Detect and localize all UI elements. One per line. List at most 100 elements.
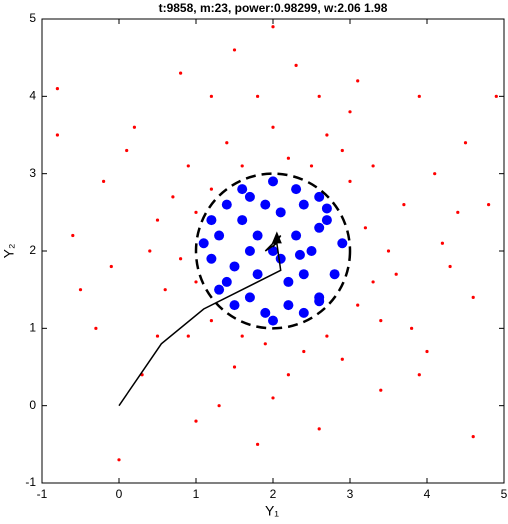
plot-area bbox=[55, 25, 498, 462]
scatter-point bbox=[371, 280, 375, 284]
scatter-point bbox=[206, 215, 217, 226]
scatter-point bbox=[348, 179, 352, 183]
scatter-point bbox=[394, 272, 398, 276]
scatter-point bbox=[194, 419, 198, 423]
scatter-point bbox=[298, 269, 309, 280]
scatter-point bbox=[337, 238, 348, 249]
scatter-point bbox=[433, 172, 437, 176]
scatter-point bbox=[240, 334, 244, 338]
scatter-point bbox=[275, 253, 286, 264]
scatter-point bbox=[306, 246, 317, 256]
scatter-point bbox=[256, 94, 260, 98]
scatter-point bbox=[237, 215, 248, 226]
scatter-point bbox=[340, 148, 344, 153]
scatter-point bbox=[179, 71, 183, 75]
scatter-point bbox=[275, 207, 286, 218]
scatter-point bbox=[417, 94, 421, 98]
scatter-point bbox=[171, 195, 175, 199]
x-tick-label: 4 bbox=[424, 487, 431, 501]
scatter-point bbox=[252, 269, 263, 280]
scatter-point bbox=[194, 280, 198, 284]
scatter-point bbox=[317, 427, 321, 431]
scatter-point bbox=[379, 388, 383, 392]
scatter-point bbox=[214, 230, 225, 241]
scatter-point bbox=[179, 257, 183, 261]
scatter-point bbox=[71, 233, 75, 238]
scatter-point bbox=[214, 284, 225, 295]
scatter-point bbox=[283, 276, 294, 287]
scatter-point bbox=[198, 238, 209, 249]
scatter-point bbox=[148, 249, 152, 253]
scatter-point bbox=[125, 148, 129, 153]
scatter-point bbox=[209, 319, 213, 323]
scatter-point bbox=[294, 249, 305, 260]
scatter-point bbox=[232, 365, 237, 369]
x-tick-label: 3 bbox=[347, 487, 354, 501]
trajectory bbox=[118, 235, 282, 407]
scatter-point bbox=[268, 315, 278, 326]
scatter-point bbox=[221, 199, 232, 210]
scatter-point bbox=[268, 246, 278, 256]
scatter-point bbox=[386, 249, 391, 253]
scatter-point bbox=[456, 210, 460, 214]
scatter-point bbox=[410, 326, 414, 330]
scatter-point bbox=[371, 164, 375, 168]
scatter-point bbox=[356, 79, 360, 83]
scatter-point bbox=[494, 94, 498, 98]
scatter-point bbox=[225, 141, 229, 145]
y-tick-label: 4 bbox=[29, 89, 36, 103]
scatter-point bbox=[291, 184, 302, 195]
scatter-point bbox=[186, 334, 190, 338]
y-tick-label: 2 bbox=[29, 243, 36, 257]
scatter-point bbox=[229, 261, 240, 272]
x-tick-label: 2 bbox=[270, 487, 277, 501]
scatter-point bbox=[209, 187, 213, 191]
scatter-point bbox=[217, 404, 221, 408]
x-tick-label: 0 bbox=[116, 487, 123, 501]
scatter-point bbox=[314, 222, 325, 233]
scatter-point bbox=[244, 191, 255, 202]
scatter-point bbox=[471, 295, 475, 299]
scatter-point bbox=[379, 319, 383, 323]
scatter-point bbox=[268, 176, 278, 187]
scatter-point bbox=[325, 133, 329, 137]
scatter-point bbox=[117, 458, 121, 462]
scatter-point bbox=[271, 396, 275, 400]
scatter-point bbox=[402, 203, 406, 207]
scatter-point bbox=[325, 334, 329, 338]
y-tick-label: 3 bbox=[29, 166, 36, 180]
scatter-point bbox=[244, 292, 255, 303]
scatter-point bbox=[163, 288, 167, 292]
scatter-point bbox=[340, 357, 344, 361]
scatter-point bbox=[260, 307, 271, 318]
scatter-point bbox=[417, 373, 421, 377]
scatter-point bbox=[155, 218, 160, 222]
scatter-point bbox=[291, 230, 302, 241]
scatter-point bbox=[298, 199, 309, 210]
scatter-point bbox=[252, 230, 263, 241]
scatter-point bbox=[309, 164, 314, 168]
scatter-point bbox=[321, 203, 332, 214]
scatter-point bbox=[348, 110, 352, 114]
scatter-point bbox=[363, 226, 367, 230]
x-axis-label: Y₁ bbox=[265, 503, 279, 519]
scatter-point bbox=[356, 303, 360, 307]
scatter-point bbox=[256, 442, 260, 446]
scatter-point bbox=[263, 342, 267, 346]
scatter-point bbox=[283, 300, 294, 311]
scatter-point bbox=[298, 307, 309, 318]
scatter-point bbox=[206, 253, 217, 264]
scatter-point bbox=[232, 48, 237, 52]
x-tick-label: -1 bbox=[37, 487, 48, 501]
x-tick-label: 1 bbox=[193, 487, 200, 501]
scatter-point bbox=[132, 125, 136, 129]
y-tick-label: 5 bbox=[29, 11, 36, 25]
scatter-point bbox=[94, 326, 98, 330]
scatter-point bbox=[78, 288, 83, 292]
scatter-point bbox=[448, 264, 452, 269]
scatter-point bbox=[314, 191, 325, 202]
scatter-point bbox=[260, 199, 271, 210]
scatter-point bbox=[286, 373, 290, 377]
scatter-point bbox=[221, 276, 232, 287]
